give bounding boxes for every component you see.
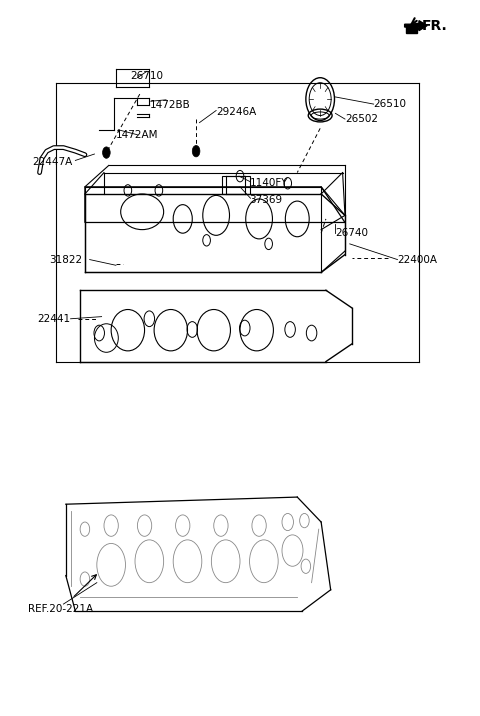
- Text: 22441: 22441: [37, 314, 70, 324]
- Text: 22447A: 22447A: [33, 157, 72, 167]
- Text: 26740: 26740: [336, 228, 369, 238]
- Text: REF.20-221A: REF.20-221A: [28, 604, 93, 614]
- Text: 1140FY: 1140FY: [250, 178, 288, 188]
- Polygon shape: [406, 26, 417, 34]
- Text: 26502: 26502: [345, 114, 378, 124]
- Text: 31822: 31822: [49, 255, 82, 265]
- Text: 1472AM: 1472AM: [116, 130, 158, 140]
- Text: FR.: FR.: [421, 19, 447, 34]
- Text: 1472BB: 1472BB: [149, 100, 190, 110]
- Text: 26710: 26710: [130, 72, 163, 82]
- Text: 37369: 37369: [250, 195, 283, 205]
- Text: 26510: 26510: [373, 99, 407, 109]
- Polygon shape: [405, 21, 427, 31]
- Text: 29246A: 29246A: [216, 107, 256, 117]
- Circle shape: [103, 147, 110, 158]
- Text: 22400A: 22400A: [397, 255, 437, 265]
- Circle shape: [192, 145, 200, 157]
